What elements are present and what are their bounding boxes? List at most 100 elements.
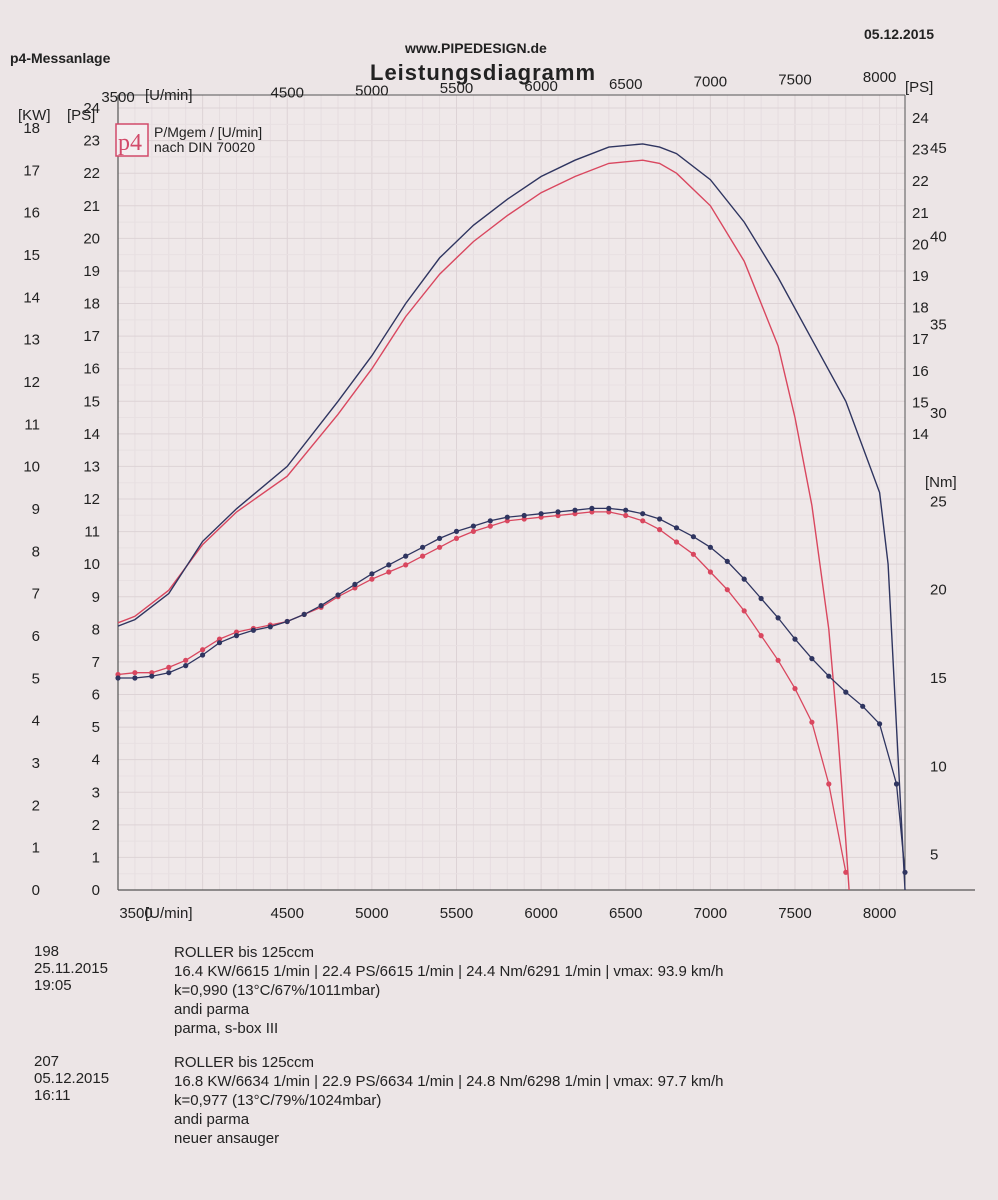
run-datetime: 25.11.2015 19:05 (34, 960, 108, 994)
ps-tick: 24 (83, 100, 100, 117)
torque-point-207 (860, 703, 866, 709)
ps-tick: 2 (92, 817, 100, 834)
x-tick-bottom: 7500 (778, 905, 811, 922)
torque-point-207 (115, 675, 121, 681)
torque-point-207 (386, 562, 392, 568)
ps-right-tick: 18 (912, 300, 929, 317)
kw-tick: 18 (23, 120, 40, 137)
torque-point-198 (470, 528, 476, 535)
kw-tick: 2 (32, 797, 40, 814)
torque-point-207 (403, 553, 409, 559)
torque-point-207 (741, 576, 747, 582)
torque-point-198 (707, 569, 714, 575)
torque-point-207 (809, 656, 815, 662)
kw-tick: 7 (32, 586, 40, 603)
kw-tick: 17 (23, 162, 40, 179)
y-label-ps: [PS] (67, 107, 95, 124)
torque-point-207 (758, 595, 764, 602)
ps-tick: 20 (83, 230, 100, 247)
torque-point-207 (572, 507, 578, 513)
ps-tick: 12 (83, 491, 100, 508)
x-tick-top: 6500 (609, 76, 642, 93)
kw-tick: 4 (32, 713, 40, 730)
nm-tick: 15 (930, 670, 947, 687)
torque-point-207 (437, 535, 443, 542)
x-tick-bottom: 7000 (694, 905, 727, 922)
grid (117, 95, 905, 891)
ps-tick: 0 (92, 882, 100, 899)
torque-point-207 (149, 673, 155, 679)
torque-point-198 (403, 562, 409, 568)
kw-tick: 12 (23, 374, 40, 391)
run-correction: k=0,977 (13°C/79%/1024mbar) (174, 1092, 382, 1109)
ps-tick: 8 (92, 621, 100, 638)
ps-tick: 22 (83, 165, 100, 182)
ps-right-tick: 19 (912, 268, 929, 285)
torque-point-198 (200, 647, 206, 653)
torque-point-198 (453, 535, 460, 542)
x-tick-top: 5000 (355, 82, 388, 99)
y-label-ps-right: [PS] (905, 79, 933, 96)
markers (115, 505, 908, 875)
chart-title: Leistungsdiagramm (370, 60, 597, 85)
torque-point-207 (284, 618, 290, 625)
run-id: 198 (34, 943, 60, 960)
ps-tick: 3 (92, 784, 100, 801)
torque-point-207 (657, 516, 663, 522)
ps-tick: 14 (83, 426, 100, 443)
torque-point-207 (902, 869, 908, 875)
torque-point-198 (437, 544, 443, 550)
ps-tick: 7 (92, 654, 100, 671)
torque-point-207 (250, 627, 256, 633)
nm-tick: 40 (930, 228, 947, 245)
run-setup: parma, s-box III (174, 1020, 279, 1037)
torque-point-207 (707, 544, 714, 550)
ps-tick: 11 (84, 524, 100, 541)
legend-box: p4 P/Mgem / [U/min] nach DIN 70020 (115, 123, 262, 157)
x-tick-top: 7500 (778, 71, 811, 88)
torque-point-198 (758, 633, 764, 639)
kw-tick: 11 (24, 416, 40, 433)
logo-text: p4 (118, 130, 142, 156)
ps-right-tick: 23 (912, 142, 929, 159)
y-label-kw: [KW] (18, 107, 51, 124)
torque-point-198 (775, 657, 781, 663)
x-tick-bottom: 5000 (355, 905, 388, 922)
nm-tick: 35 (930, 317, 947, 334)
ps-right-tick: 20 (912, 236, 929, 253)
kw-tick: 3 (32, 755, 40, 772)
power-curve-207 (117, 143, 906, 891)
x-tick-bottom: 4500 (271, 905, 304, 922)
ps-right-tick: 15 (912, 394, 929, 411)
x-tick-top: 8000 (863, 69, 896, 86)
torque-point-207 (877, 721, 883, 727)
torque-point-207 (690, 534, 697, 540)
run-results: 16.4 KW/6615 1/min | 22.4 PS/6615 1/min … (174, 963, 724, 980)
x-tick-top: [U/min] (145, 87, 193, 104)
kw-tick: 15 (23, 247, 40, 264)
torque-point-207 (724, 558, 730, 565)
torque-point-207 (369, 571, 375, 577)
torque-point-207 (893, 781, 900, 787)
torque-point-207 (233, 633, 240, 639)
torque-point-198 (487, 523, 493, 529)
ps-tick: 13 (83, 458, 100, 475)
torque-point-207 (826, 673, 832, 679)
kw-tick: 8 (32, 543, 40, 560)
torque-point-207 (775, 615, 781, 621)
ps-tick: 1 (92, 849, 100, 866)
header-date: 05.12.2015 (864, 26, 935, 42)
torque-point-207 (420, 544, 426, 550)
nm-tick: 20 (930, 582, 947, 599)
torque-point-207 (318, 603, 324, 609)
torque-point-207 (352, 581, 358, 588)
kw-tick: 13 (23, 332, 40, 349)
run-vehicle: ROLLER bis 125ccm (174, 1054, 315, 1071)
kw-tick: 0 (32, 882, 40, 899)
ps-tick: 19 (83, 263, 100, 280)
torque-point-207 (589, 505, 595, 511)
legend-line-2: nach DIN 70020 (154, 139, 255, 155)
ps-tick: 23 (83, 133, 100, 150)
torque-point-207 (538, 511, 544, 517)
